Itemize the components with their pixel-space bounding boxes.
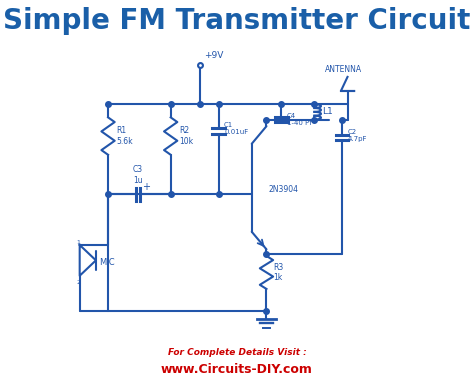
Text: 2N3904: 2N3904 bbox=[268, 185, 298, 195]
Text: 2: 2 bbox=[76, 280, 80, 285]
Text: C2
4.7pF: C2 4.7pF bbox=[347, 129, 367, 142]
Text: For Complete Details Visit :: For Complete Details Visit : bbox=[168, 348, 306, 357]
Text: ANTENNA: ANTENNA bbox=[326, 65, 363, 74]
Text: C3
1u: C3 1u bbox=[133, 165, 143, 185]
Text: C1
0.01uF: C1 0.01uF bbox=[224, 122, 248, 135]
Text: R2
10k: R2 10k bbox=[179, 127, 193, 146]
Text: R1
5.6k: R1 5.6k bbox=[116, 127, 133, 146]
Text: L1: L1 bbox=[322, 108, 333, 116]
Text: +9V: +9V bbox=[204, 51, 223, 60]
Text: +: + bbox=[142, 182, 150, 192]
Text: C4
1-40 Pf: C4 1-40 Pf bbox=[287, 112, 311, 126]
Text: R3
1k: R3 1k bbox=[273, 263, 283, 282]
Text: www.Circuits-DIY.com: www.Circuits-DIY.com bbox=[161, 363, 313, 375]
Text: MIC: MIC bbox=[100, 258, 115, 267]
Text: Simple FM Transmitter Circuit: Simple FM Transmitter Circuit bbox=[3, 6, 471, 35]
Text: 1: 1 bbox=[76, 240, 80, 245]
